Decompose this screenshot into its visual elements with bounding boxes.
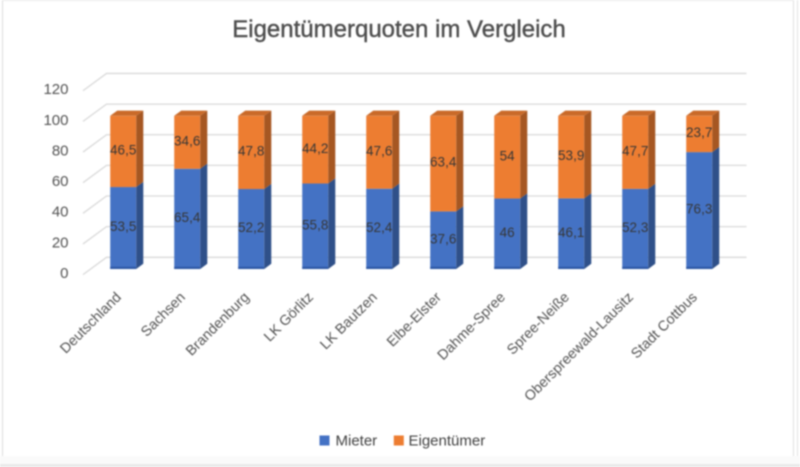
svg-text:37,6: 37,6 xyxy=(430,231,456,246)
svg-text:Eigentümerquoten im Vergleich: Eigentümerquoten im Vergleich xyxy=(232,16,566,43)
svg-text:65,4: 65,4 xyxy=(174,210,201,225)
svg-text:Dahme-Spree: Dahme-Spree xyxy=(435,289,509,363)
svg-text:LK Bautzen: LK Bautzen xyxy=(317,289,381,353)
svg-text:80: 80 xyxy=(52,142,69,159)
svg-text:47,7: 47,7 xyxy=(622,143,648,158)
svg-text:46,5: 46,5 xyxy=(110,143,136,158)
svg-text:53,9: 53,9 xyxy=(558,148,584,163)
svg-text:63,4: 63,4 xyxy=(430,155,457,170)
svg-text:40: 40 xyxy=(52,204,69,221)
svg-text:23,7: 23,7 xyxy=(686,125,712,140)
svg-text:Stadt Cottbus: Stadt Cottbus xyxy=(628,290,701,363)
svg-text:53,5: 53,5 xyxy=(110,219,136,234)
svg-text:52,4: 52,4 xyxy=(366,220,393,235)
svg-text:46: 46 xyxy=(500,225,515,240)
svg-text:Spree-Neiße: Spree-Neiße xyxy=(504,289,573,358)
svg-text:Sachsen: Sachsen xyxy=(138,289,189,340)
svg-text:47,8: 47,8 xyxy=(238,144,264,159)
svg-text:LK Görlitz: LK Görlitz xyxy=(261,290,317,346)
svg-text:55,8: 55,8 xyxy=(302,217,328,232)
svg-text:44,2: 44,2 xyxy=(302,141,328,156)
svg-text:52,3: 52,3 xyxy=(622,220,648,235)
svg-text:47,6: 47,6 xyxy=(366,143,392,158)
svg-text:76,3: 76,3 xyxy=(686,202,712,217)
svg-text:34,6: 34,6 xyxy=(174,133,200,148)
svg-text:0: 0 xyxy=(60,265,68,282)
svg-text:Deutschland: Deutschland xyxy=(57,289,125,357)
svg-text:52,2: 52,2 xyxy=(238,220,264,235)
svg-text:120: 120 xyxy=(43,81,68,98)
svg-text:54: 54 xyxy=(500,148,516,163)
svg-text:Oberspreewald-Lausitz: Oberspreewald-Lausitz xyxy=(522,290,637,405)
svg-text:Mieter: Mieter xyxy=(336,433,378,450)
svg-text:Eigentümer: Eigentümer xyxy=(409,433,486,450)
svg-text:100: 100 xyxy=(43,112,68,129)
svg-text:Elbe-Elster: Elbe-Elster xyxy=(384,289,445,350)
svg-text:Brandenburg: Brandenburg xyxy=(183,289,253,359)
svg-text:60: 60 xyxy=(52,173,69,190)
svg-text:46,1: 46,1 xyxy=(558,225,584,240)
svg-text:20: 20 xyxy=(52,234,69,251)
